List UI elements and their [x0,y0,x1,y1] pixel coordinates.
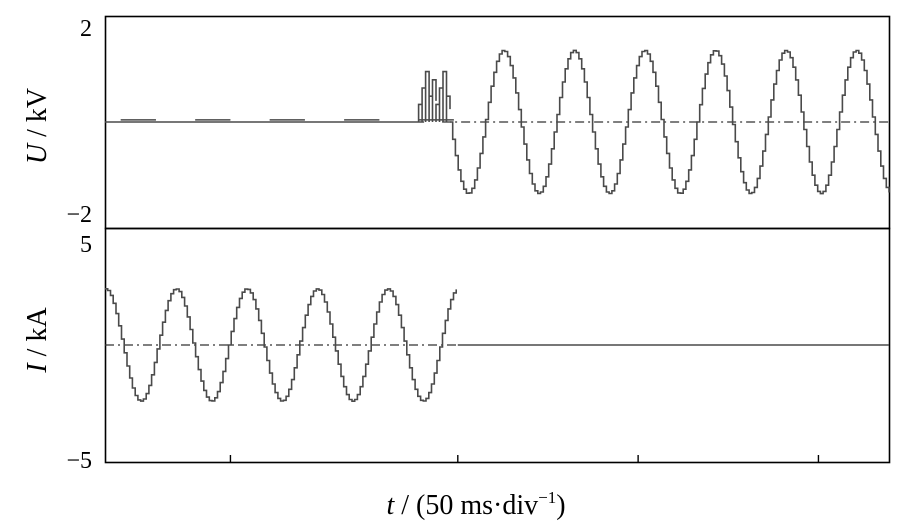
series-0-sine-3 [450,49,890,195]
top-ytick-max: 2 [80,16,92,42]
top-ytick-min: −2 [66,202,92,228]
series-1-sine-0 [105,288,457,402]
series-0-bursts-2 [417,70,451,122]
x-minor-ticks [229,455,820,462]
xlabel: t / (50 ms·div−1) [386,488,565,521]
bottom-ytick-min: −5 [66,448,92,474]
top-panel-plot [105,49,890,195]
bottom-ytick-max: 5 [80,232,92,258]
top-ylabel: U / kV [22,88,53,164]
bottom-panel-plot [105,288,889,402]
bottom-ylabel: I / kA [22,307,53,374]
